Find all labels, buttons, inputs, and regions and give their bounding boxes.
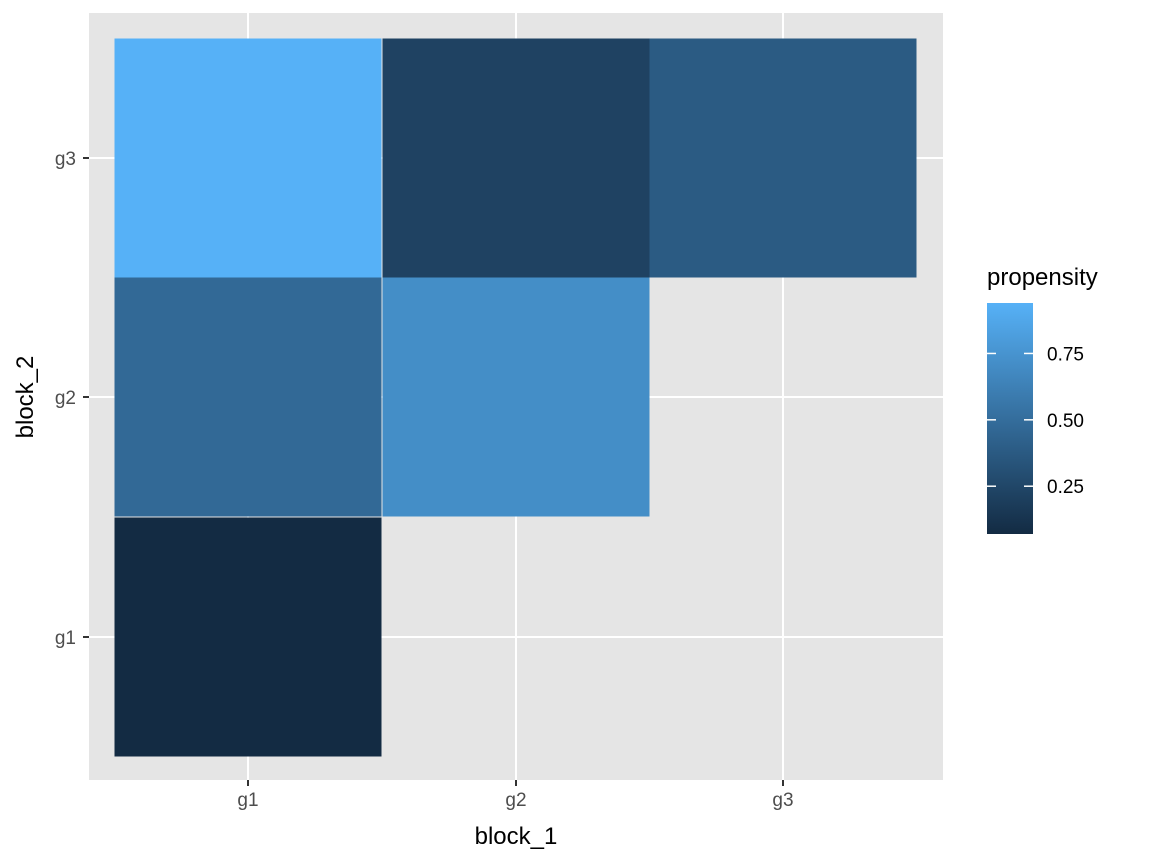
legend-tick-label-1: 0.50: [1047, 411, 1084, 432]
x-axis: g1 g2 g3: [237, 780, 794, 811]
heatmap-cells: [114, 38, 917, 757]
legend-colorbar: [987, 303, 1033, 534]
x-tick-label-g3: g3: [772, 790, 793, 811]
x-tick-label-g2: g2: [505, 790, 526, 811]
x-axis-title: block_1: [475, 823, 558, 850]
x-tick-label-g1: g1: [237, 790, 258, 811]
cell-g1-g2: [114, 277, 382, 517]
y-axis: g1 g2 g3: [55, 149, 89, 649]
legend: propensity 0.25 0.50 0.75: [987, 264, 1098, 534]
legend-ticks: 0.25 0.50 0.75: [987, 344, 1084, 498]
y-tick-label-g2: g2: [55, 388, 76, 409]
legend-tick-label-0: 0.25: [1047, 477, 1084, 498]
y-axis-title: block_2: [12, 356, 39, 439]
cell-g3-g3: [649, 38, 917, 278]
cell-g1-g3: [114, 38, 382, 278]
y-tick-label-g1: g1: [55, 628, 76, 649]
legend-title: propensity: [987, 264, 1098, 291]
cell-g2-g2: [382, 277, 650, 517]
legend-tick-label-2: 0.75: [1047, 344, 1084, 365]
cell-g2-g3: [382, 38, 650, 278]
y-tick-label-g3: g3: [55, 149, 76, 170]
cell-g1-g1: [114, 517, 382, 757]
